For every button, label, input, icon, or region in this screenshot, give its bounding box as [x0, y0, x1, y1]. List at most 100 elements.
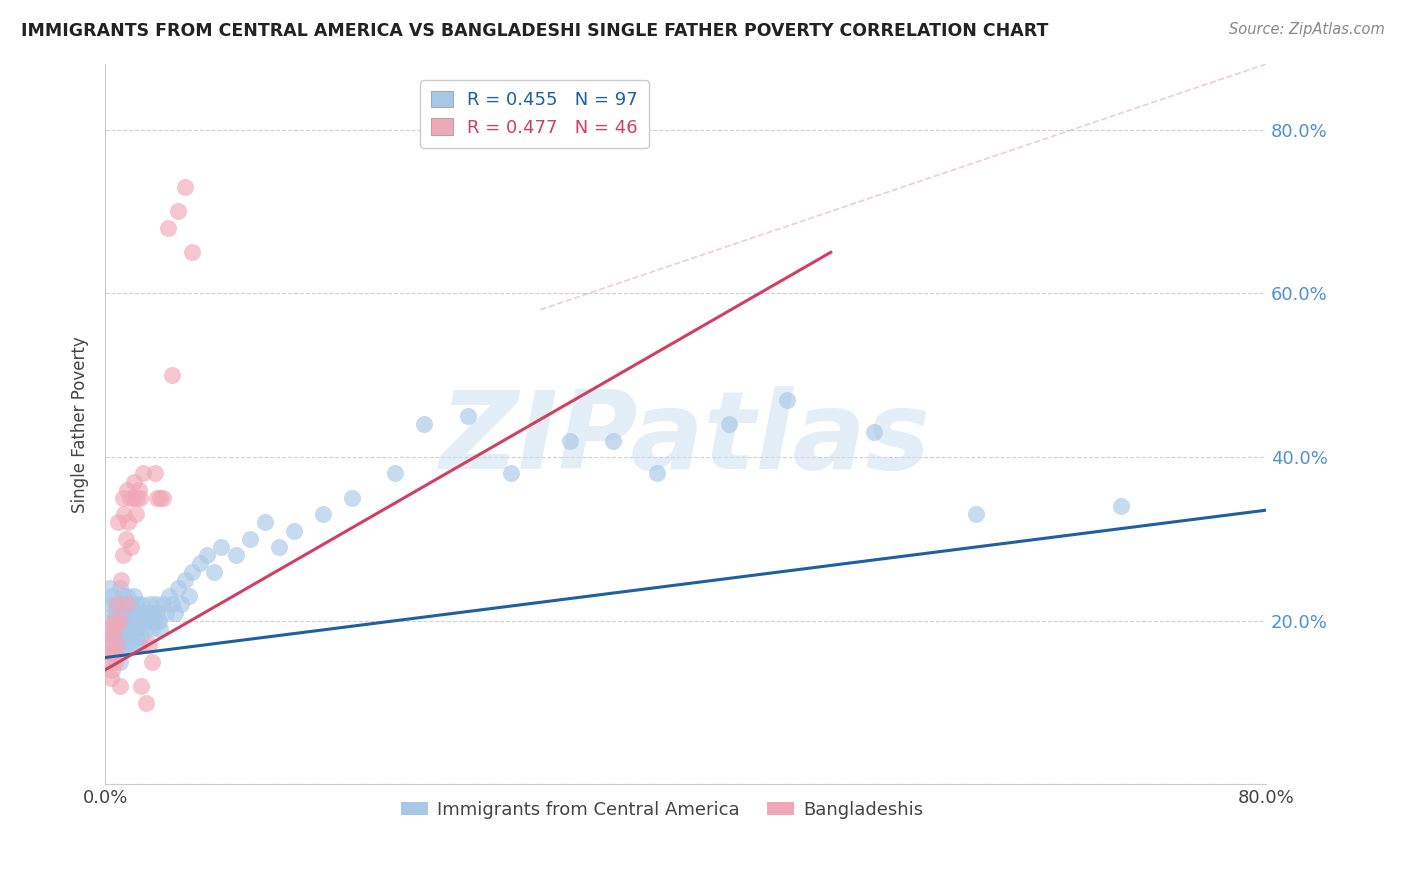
Point [135, 696, 157, 710]
Point [384, 467, 406, 481]
Point [155, 606, 177, 620]
Point [111, 548, 134, 562]
Point [143, 614, 166, 628]
Point [269, 540, 291, 554]
Point [965, 508, 987, 522]
Point [120, 540, 142, 554]
Point [107, 630, 129, 644]
Point [127, 491, 149, 505]
Point [181, 565, 204, 579]
Point [131, 679, 153, 693]
Point [139, 598, 162, 612]
Point [136, 606, 159, 620]
Point [312, 508, 335, 522]
Point [602, 434, 624, 448]
Point [105, 638, 128, 652]
Point [125, 508, 148, 522]
Point [108, 679, 131, 693]
Point [114, 606, 136, 620]
Point [128, 483, 150, 497]
Point [104, 655, 127, 669]
Point [105, 598, 128, 612]
Point [120, 622, 142, 636]
Point [145, 598, 167, 612]
Point [100, 671, 122, 685]
Point [129, 614, 152, 628]
Point [111, 638, 134, 652]
Point [142, 606, 165, 620]
Point [125, 630, 148, 644]
Point [179, 589, 201, 603]
Point [111, 589, 134, 603]
Text: IMMIGRANTS FROM CENTRAL AMERICA VS BANGLADESHI SINGLE FATHER POVERTY CORRELATION: IMMIGRANTS FROM CENTRAL AMERICA VS BANGL… [21, 22, 1049, 40]
Point [112, 508, 135, 522]
Point [115, 483, 138, 497]
Point [122, 589, 145, 603]
Point [143, 467, 166, 481]
Point [112, 622, 135, 636]
Point [148, 614, 170, 628]
Point [776, 392, 799, 407]
Point [118, 606, 141, 620]
Point [97, 598, 120, 612]
Point [112, 598, 135, 612]
Point [117, 516, 139, 530]
Point [108, 622, 131, 636]
Point [101, 622, 124, 636]
Point [152, 598, 174, 612]
Point [225, 548, 247, 562]
Point [115, 589, 138, 603]
Point [121, 638, 143, 652]
Point [138, 614, 160, 628]
Point [135, 622, 157, 636]
Point [174, 573, 197, 587]
Point [146, 606, 169, 620]
Point [131, 598, 153, 612]
Point [149, 491, 172, 505]
Point [160, 598, 183, 612]
Point [117, 622, 139, 636]
Point [108, 655, 131, 669]
Point [128, 638, 150, 652]
Point [115, 598, 138, 612]
Point [121, 491, 143, 505]
Point [134, 614, 156, 628]
Point [125, 606, 148, 620]
Point [104, 598, 127, 612]
Point [558, 434, 581, 448]
Point [121, 614, 143, 628]
Point [98, 622, 121, 636]
Point [108, 606, 131, 620]
Point [1109, 499, 1132, 513]
Point [127, 598, 149, 612]
Point [105, 638, 128, 652]
Point [413, 417, 436, 432]
Point [141, 655, 163, 669]
Point [117, 598, 139, 612]
Point [118, 630, 141, 644]
Point [100, 614, 122, 628]
Point [195, 548, 218, 562]
Point [202, 565, 225, 579]
Point [239, 532, 262, 546]
Point [108, 638, 131, 652]
Point [163, 606, 186, 620]
Point [131, 630, 153, 644]
Point [152, 491, 174, 505]
Point [253, 516, 276, 530]
Point [111, 491, 134, 505]
Point [166, 204, 188, 219]
Point [457, 409, 479, 423]
Point [114, 630, 136, 644]
Point [188, 557, 211, 571]
Point [100, 638, 122, 652]
Point [115, 614, 138, 628]
Point [174, 179, 197, 194]
Point [103, 647, 125, 661]
Point [156, 220, 179, 235]
Point [108, 614, 131, 628]
Text: ZIPatlas: ZIPatlas [440, 385, 931, 491]
Point [157, 589, 180, 603]
Point [101, 647, 124, 661]
Point [127, 622, 149, 636]
